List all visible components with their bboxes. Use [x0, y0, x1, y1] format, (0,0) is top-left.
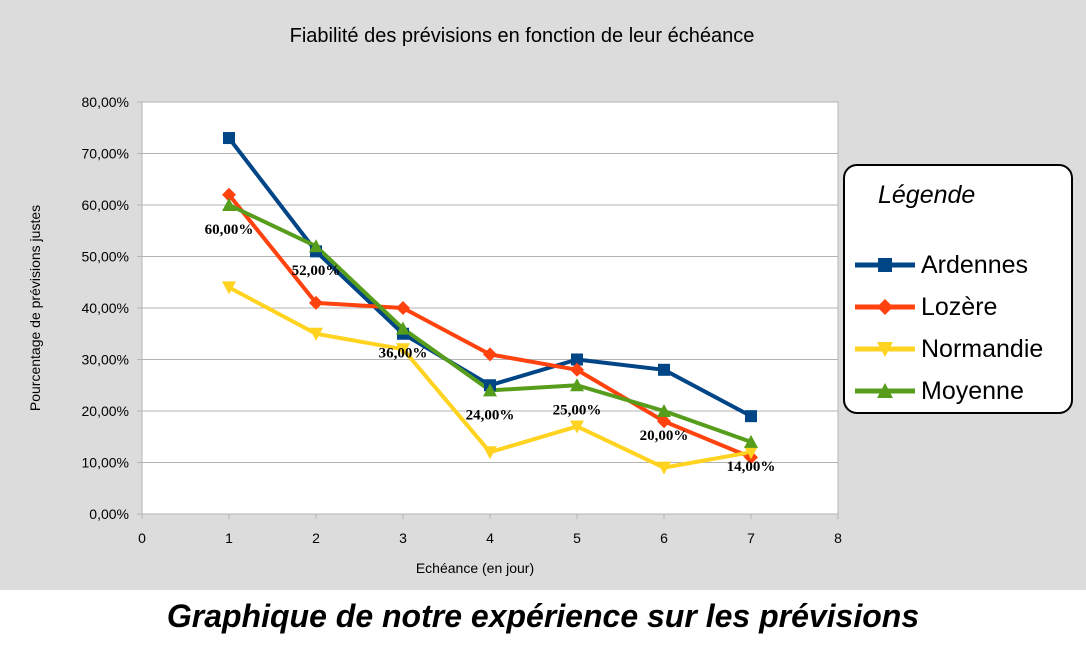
data-point-normandie	[744, 446, 758, 460]
chart-title: Fiabilité des prévisions en fonction de …	[290, 25, 755, 47]
data-point-normandie	[483, 446, 497, 460]
data-label: 36,00%	[379, 346, 428, 362]
data-point-lozere	[309, 295, 323, 310]
y-tick-label: 0,00%	[89, 506, 129, 522]
legend-title: Légende	[878, 181, 976, 209]
data-point-normandie	[396, 343, 410, 357]
data-label: 14,00%	[727, 459, 776, 475]
legend-swatch	[855, 258, 915, 272]
legend-item-lozere: Lozère	[855, 292, 1073, 322]
data-point-lozere	[222, 187, 236, 202]
data-label: 24,00%	[466, 407, 515, 423]
data-point-lozere	[570, 362, 584, 377]
legend-item-ardennes: Ardennes	[855, 250, 1073, 280]
data-point-ardennes	[658, 363, 670, 376]
x-tick-label: 5	[573, 530, 581, 546]
data-label: 52,00%	[292, 263, 341, 279]
y-tick-label: 40,00%	[82, 300, 129, 316]
legend-label: Normandie	[921, 335, 1044, 363]
x-tick-label: 8	[834, 530, 842, 546]
data-point-ardennes	[571, 353, 583, 366]
x-tick-label: 1	[225, 530, 233, 546]
data-label: 25,00%	[553, 402, 602, 418]
legend-label: Moyenne	[921, 377, 1024, 405]
y-tick-label: 60,00%	[82, 197, 129, 213]
y-tick-label: 50,00%	[82, 249, 129, 265]
data-point-moyenne	[657, 404, 671, 417]
data-point-moyenne	[222, 198, 236, 211]
chart-area: 0,00% 10,00% 20,00% 30,00% 40,00% 50,00% 60,00…	[0, 0, 1086, 590]
y-tick-label: 70,00%	[82, 146, 129, 162]
legend-label: Lozère	[921, 293, 998, 321]
y-axis-label: Pourcentage de prévisions justes	[27, 205, 43, 411]
legend-swatch	[855, 342, 915, 357]
data-point-lozere	[396, 301, 410, 315]
data-point-moyenne	[744, 434, 758, 448]
legend-swatch	[855, 383, 915, 398]
data-point-normandie	[570, 420, 584, 434]
figure-caption: Graphique de notre expérience sur les pr…	[166, 598, 920, 634]
data-point-lozere	[657, 414, 671, 429]
y-tick-label: 20,00%	[82, 403, 129, 419]
data-label: 20,00%	[640, 428, 689, 444]
line-chart: 0,00% 10,00% 20,00% 30,00% 40,00% 50,00% 60,00…	[27, 25, 842, 576]
data-point-moyenne	[396, 321, 410, 335]
data-point-normandie	[657, 461, 671, 475]
x-tick-label: 4	[486, 530, 494, 546]
x-tick-label: 3	[399, 530, 407, 546]
x-tick-label: 2	[312, 530, 320, 546]
x-tick-label: 6	[660, 530, 668, 546]
legend: Légende Ardennes Lozère Normandie Moyenne	[843, 164, 1073, 414]
legend-item-normandie: Normandie	[855, 334, 1073, 364]
legend-item-moyenne: Moyenne	[855, 376, 1073, 406]
data-point-ardennes	[745, 410, 757, 423]
data-point-moyenne	[309, 239, 323, 253]
y-tick-label: 10,00%	[82, 455, 129, 471]
y-tick-label: 30,00%	[82, 352, 129, 368]
x-tick-label: 0	[138, 530, 146, 546]
data-point-normandie	[222, 281, 236, 295]
legend-label: Ardennes	[921, 251, 1029, 279]
data-label: 60,00%	[205, 222, 254, 238]
data-point-normandie	[309, 327, 323, 341]
x-axis-label: Echéance (en jour)	[416, 560, 534, 576]
data-point-moyenne	[570, 378, 584, 392]
y-tick-label: 80,00%	[82, 94, 129, 110]
data-point-lozere	[483, 347, 497, 362]
data-point-ardennes	[223, 132, 235, 145]
data-point-moyenne	[483, 383, 497, 397]
x-tick-label: 7	[747, 530, 755, 546]
legend-swatch	[855, 299, 915, 315]
